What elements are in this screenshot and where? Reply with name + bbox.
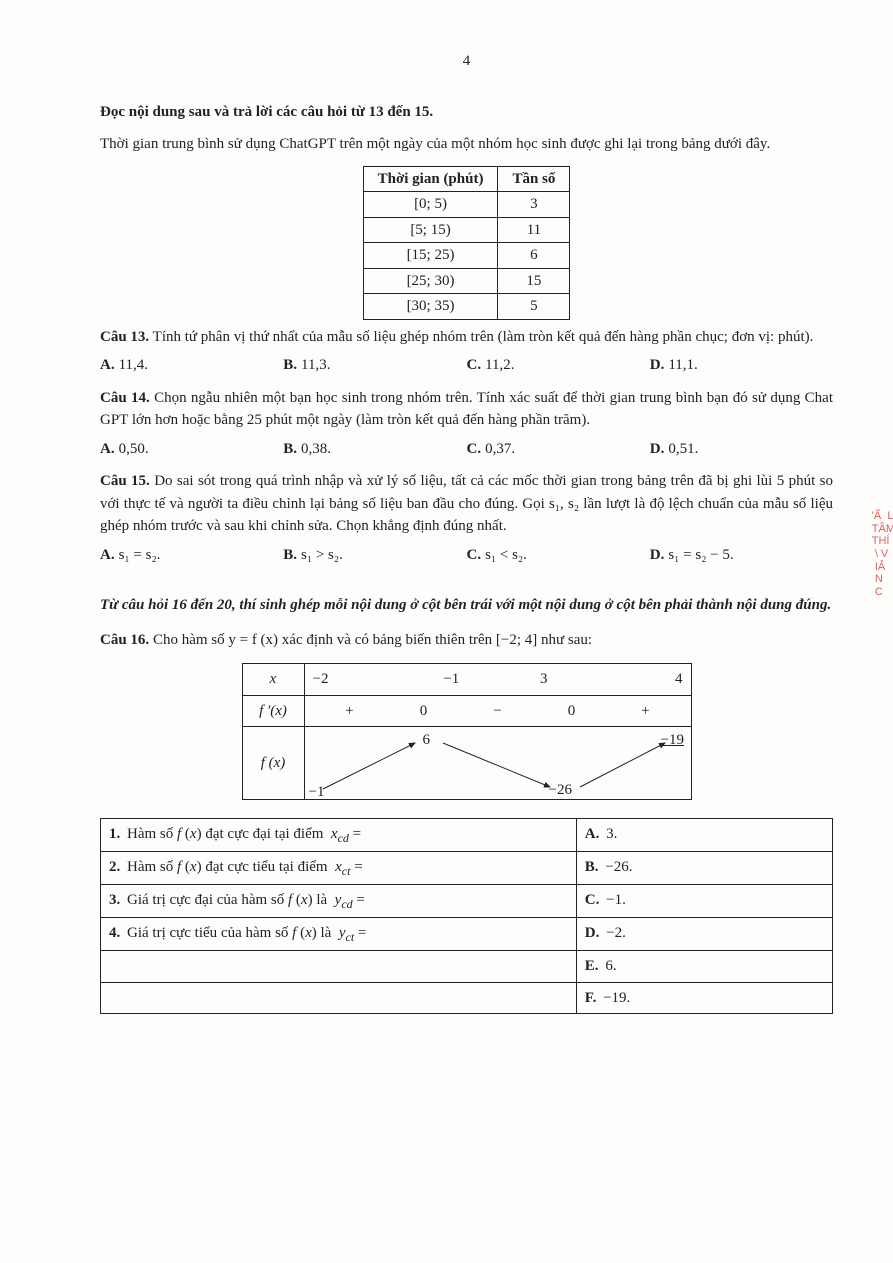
q15-opt-d: D.s₁ = s₂ − 5. <box>650 544 833 567</box>
q13-opt-c: C.11,2. <box>467 354 650 377</box>
variation-val-mid: −26 <box>549 779 572 802</box>
q13-opt-a: A.11,4. <box>100 354 283 377</box>
match-left-3: 3. Giá trị cực đại của hàm số f (x) là y… <box>101 885 577 918</box>
match-left-empty1 <box>101 951 577 983</box>
variation-x-label: x <box>242 664 304 696</box>
match-right-d: D. −2. <box>576 918 832 951</box>
match-section-heading: Từ câu hỏi 16 đến 20, thí sinh ghép mỗi … <box>100 594 833 617</box>
match-right-f: F. −19. <box>576 982 832 1014</box>
variation-f-label: f (x) <box>242 727 304 800</box>
q15-opt-b: B.s₁ > s₂. <box>283 544 466 567</box>
variation-table: x −2 −1 3 4 f ′(x) + 0 − 0 + <box>242 663 692 800</box>
match-left-1: 1. Hàm số f (x) đạt cực đại tại điểm xcd… <box>101 819 577 852</box>
section-heading-13-15: Đọc nội dung sau và trả lời các câu hỏi … <box>100 101 833 124</box>
q14-label: Câu 14. <box>100 390 150 406</box>
question-15: Câu 15. Do sai sót trong quá trình nhập … <box>100 470 833 538</box>
exam-page: 4 Đọc nội dung sau và trả lời các câu hỏ… <box>0 0 893 1263</box>
freq-row: [0; 5)3 <box>363 192 570 218</box>
edge-stamp: 'Ấ L TÂM THÍ \ V IẢ N C <box>872 510 893 598</box>
match-right-e: E. 6. <box>576 951 832 983</box>
freq-row: [15; 25)6 <box>363 243 570 269</box>
matching-table: 1. Hàm số f (x) đạt cực đại tại điểm xcd… <box>100 818 833 1014</box>
question-16: Câu 16. Cho hàm số y = f (x) xác định và… <box>100 629 833 652</box>
q14-opt-c: C.0,37. <box>467 438 650 461</box>
freq-row: [30; 35)5 <box>363 294 570 320</box>
q14-text: Chọn ngẫu nhiên một bạn học sinh trong n… <box>100 390 833 429</box>
variation-arrows <box>305 727 693 799</box>
question-14: Câu 14. Chọn ngẫu nhiên một bạn học sinh… <box>100 387 833 432</box>
q14-options: A.0,50. B.0,38. C.0,37. D.0,51. <box>100 438 833 461</box>
freq-row: [25; 30)15 <box>363 268 570 294</box>
question-13: Câu 13. Tính tứ phân vị thứ nhất của mẫu… <box>100 326 833 349</box>
match-right-b: B. −26. <box>576 852 832 885</box>
variation-fprime-label: f ′(x) <box>242 695 304 727</box>
q13-opt-b: B.11,3. <box>283 354 466 377</box>
q15-opt-c: C.s₁ < s₂. <box>467 544 650 567</box>
variation-val-left: −1 <box>309 781 325 804</box>
match-right-c: C. −1. <box>576 885 832 918</box>
q16-text: Cho hàm số y = f (x) xác định và có bảng… <box>149 632 592 648</box>
q15-text: Do sai sót trong quá trình nhập và xử lý… <box>100 473 833 534</box>
match-right-a: A. 3. <box>576 819 832 852</box>
q14-opt-b: B.0,38. <box>283 438 466 461</box>
q14-opt-a: A.0,50. <box>100 438 283 461</box>
freq-row: [5; 15)11 <box>363 217 570 243</box>
variation-x-row: −2 −1 3 4 <box>304 664 691 696</box>
variation-fprime-row: + 0 − 0 + <box>304 695 691 727</box>
freq-header-time: Thời gian (phút) <box>363 166 498 192</box>
q16-label: Câu 16. <box>100 632 149 648</box>
q13-label: Câu 13. <box>100 329 149 345</box>
q15-options: A.s₁ = s₂. B.s₁ > s₂. C.s₁ < s₂. D.s₁ = … <box>100 544 833 567</box>
variation-f-row: −1 6 −26 −19 <box>304 727 691 800</box>
match-left-4: 4. Giá trị cực tiểu của hàm số f (x) là … <box>101 918 577 951</box>
q15-label: Câu 15. <box>100 473 150 489</box>
match-left-empty2 <box>101 982 577 1014</box>
q13-text: Tính tứ phân vị thứ nhất của mẫu số liệu… <box>149 329 813 345</box>
q13-opt-d: D.11,1. <box>650 354 833 377</box>
page-number: 4 <box>100 50 833 73</box>
freq-header-count: Tần số <box>498 166 570 192</box>
variation-val-top2: −19 <box>661 729 684 752</box>
q14-opt-d: D.0,51. <box>650 438 833 461</box>
match-left-2: 2. Hàm số f (x) đạt cực tiểu tại điểm xc… <box>101 852 577 885</box>
intro-paragraph: Thời gian trung bình sử dụng ChatGPT trê… <box>100 133 833 156</box>
q15-opt-a: A.s₁ = s₂. <box>100 544 283 567</box>
frequency-table: Thời gian (phút) Tần số [0; 5)3 [5; 15)1… <box>363 166 571 320</box>
variation-val-top1: 6 <box>423 729 431 752</box>
q13-options: A.11,4. B.11,3. C.11,2. D.11,1. <box>100 354 833 377</box>
